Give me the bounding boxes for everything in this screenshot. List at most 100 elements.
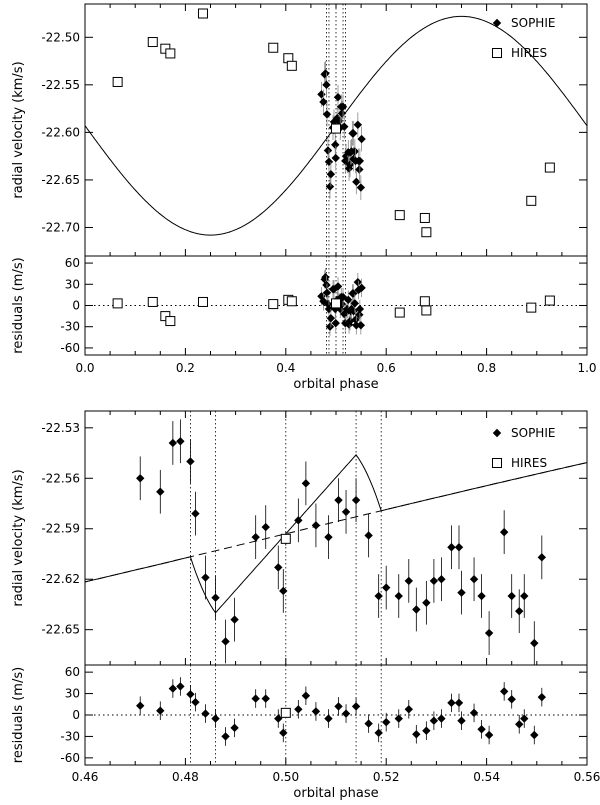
sophie-point (338, 102, 348, 111)
sophie-residual-point (333, 282, 343, 291)
sophie-point (301, 479, 311, 488)
hires-residual-point (421, 305, 432, 316)
sophie-residual-point (499, 687, 509, 696)
sophie-point (230, 615, 239, 624)
x-tick-label: 0.54 (473, 770, 500, 784)
hires-point (394, 210, 405, 221)
sophie-point (351, 495, 361, 505)
hires-residual-point (165, 316, 176, 327)
sophie-residual-point (261, 694, 270, 703)
sophie-residual-point (357, 283, 366, 293)
sophie-point (319, 97, 328, 107)
sophie-residual-point (351, 315, 360, 324)
legend-sophie-marker (492, 18, 502, 28)
sophie-point (355, 165, 364, 174)
y-tick-label: -60 (60, 341, 80, 355)
y-tick-label: -22.55 (41, 78, 80, 92)
sophie-point (322, 110, 332, 119)
sophie-point (186, 457, 195, 466)
y-axis-label-residuals: residuals (m/s) (11, 667, 26, 763)
y-tick-label: -22.70 (41, 220, 80, 234)
sophie-residual-point (351, 702, 361, 711)
x-tick-label: 0.46 (72, 770, 99, 784)
sophie-residual-point (191, 697, 200, 707)
sophie-point (364, 531, 373, 540)
x-tick-label: 0.50 (272, 770, 299, 784)
y-tick-label: -30 (60, 320, 80, 334)
sophie-residual-point (156, 706, 165, 715)
sophie-residual-point (186, 690, 195, 699)
sophie-point (355, 156, 365, 166)
sophie-residual-point (321, 273, 330, 282)
hires-point (286, 60, 297, 71)
y-tick-label: -22.65 (41, 623, 80, 637)
sophie-point (156, 487, 165, 496)
hires-point (112, 76, 123, 87)
sophie-point (251, 532, 260, 542)
sophie-point (136, 474, 145, 483)
x-tick-label: 0.2 (176, 361, 195, 375)
sophie-residual-point (352, 321, 361, 330)
sophie-residual-point (274, 714, 283, 723)
y-tick-label: 30 (65, 277, 80, 291)
sophie-residual-point (412, 730, 421, 739)
hires-point (197, 8, 208, 19)
sophie-residual-point (469, 708, 479, 718)
hires-residual-point (147, 296, 158, 307)
sophie-residual-point (404, 705, 413, 714)
legend-hires-label: HIRES (511, 46, 547, 60)
x-tick-label: 0.56 (574, 770, 600, 784)
y-axis-label-rv: radial velocity (km/s) (11, 469, 26, 606)
sophie-residual-point (429, 716, 439, 725)
sophie-point (454, 543, 464, 552)
rossiter-mclaughlin-model-curve (84, 453, 588, 614)
sophie-point (345, 160, 355, 169)
y-tick-label: 60 (65, 256, 80, 270)
sophie-residual-point (230, 723, 239, 733)
sophie-point (457, 588, 466, 597)
sophie-residual-point (477, 725, 486, 734)
sophie-residual-point (322, 280, 331, 290)
sophie-residual-point (279, 728, 288, 738)
hires-residual-point (112, 298, 123, 309)
sophie-point (211, 593, 220, 602)
sophie-residual-point (353, 277, 363, 287)
sophie-residual-point (355, 304, 365, 314)
x-tick-label: 0.4 (276, 361, 295, 375)
sophie-point (324, 157, 334, 167)
x-axis-label: orbital phase (293, 786, 378, 801)
sophie-point (201, 573, 210, 582)
legend-sophie-label: SOPHIE (511, 16, 555, 30)
y-tick-label: -22.65 (41, 173, 80, 187)
hires-point (268, 42, 279, 53)
sophie-point (394, 591, 403, 601)
sophie-residual-point (422, 726, 431, 735)
x-tick-label: 0.8 (477, 361, 496, 375)
sophie-point (341, 507, 351, 517)
rv-plot-frame (84, 410, 588, 666)
sophie-point (499, 527, 509, 537)
hires-point (280, 533, 291, 544)
sophie-point (477, 591, 486, 601)
sophie-point (221, 637, 230, 646)
sophie-residual-point (520, 714, 529, 723)
y-tick-label: 30 (65, 687, 80, 701)
sophie-point (274, 563, 283, 572)
sophie-point (334, 495, 343, 505)
legend-sophie-label: SOPHIE (511, 426, 555, 440)
sophie-point (322, 80, 331, 90)
x-axis-label: orbital phase (293, 377, 378, 392)
y-tick-label: -22.53 (41, 421, 80, 435)
sophie-point (350, 147, 360, 156)
legend-hires-marker (492, 48, 502, 58)
sophie-residual-point (437, 714, 446, 723)
hires-point (419, 212, 430, 223)
sophie-point (340, 122, 349, 131)
hires-residual-point (280, 707, 291, 718)
y-tick-label: -30 (60, 729, 80, 743)
y-axis-label-rv: radial velocity (km/s) (11, 61, 26, 198)
sophie-residual-point (334, 702, 343, 711)
sophie-point (537, 553, 547, 562)
sophie-residual-point (324, 714, 333, 723)
